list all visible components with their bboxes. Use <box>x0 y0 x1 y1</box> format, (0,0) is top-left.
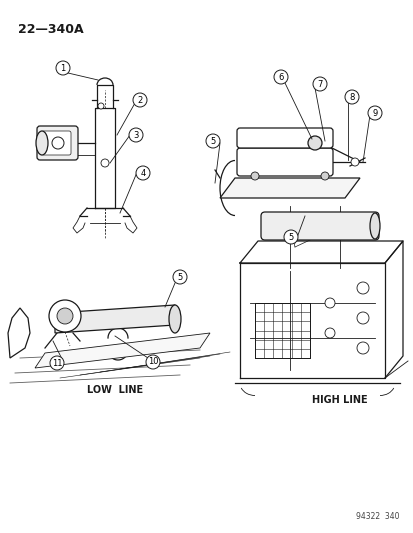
Polygon shape <box>219 178 359 198</box>
Circle shape <box>173 270 187 284</box>
Ellipse shape <box>369 213 379 239</box>
Circle shape <box>49 300 81 332</box>
Text: 11: 11 <box>52 359 62 367</box>
Circle shape <box>101 159 109 167</box>
Text: LOW  LINE: LOW LINE <box>87 385 143 395</box>
Circle shape <box>344 90 358 104</box>
Text: 5: 5 <box>177 272 182 281</box>
FancyBboxPatch shape <box>236 148 332 176</box>
Circle shape <box>57 308 73 324</box>
Text: 3: 3 <box>133 131 138 140</box>
Circle shape <box>324 328 334 338</box>
Circle shape <box>250 172 259 180</box>
Circle shape <box>356 342 368 354</box>
Text: 5: 5 <box>210 136 215 146</box>
Circle shape <box>312 77 326 91</box>
Circle shape <box>324 298 334 308</box>
Circle shape <box>133 93 147 107</box>
Circle shape <box>367 106 381 120</box>
Text: 6: 6 <box>278 72 283 82</box>
Circle shape <box>50 356 64 370</box>
Circle shape <box>273 70 287 84</box>
Circle shape <box>350 158 358 166</box>
FancyBboxPatch shape <box>37 126 78 160</box>
Text: 22—340A: 22—340A <box>18 23 83 36</box>
Circle shape <box>129 128 142 142</box>
FancyBboxPatch shape <box>236 128 332 148</box>
Text: 1: 1 <box>60 63 66 72</box>
Text: 9: 9 <box>371 109 377 117</box>
Text: 8: 8 <box>349 93 354 101</box>
Text: HIGH LINE: HIGH LINE <box>311 395 367 405</box>
Text: 7: 7 <box>316 79 322 88</box>
Polygon shape <box>35 333 209 368</box>
Circle shape <box>136 166 150 180</box>
Text: 10: 10 <box>147 358 158 367</box>
FancyBboxPatch shape <box>260 212 378 240</box>
Text: 5: 5 <box>288 232 293 241</box>
Polygon shape <box>8 308 30 358</box>
Circle shape <box>206 134 219 148</box>
Circle shape <box>52 137 64 149</box>
Circle shape <box>356 312 368 324</box>
Polygon shape <box>55 305 175 333</box>
Ellipse shape <box>36 131 48 155</box>
Circle shape <box>283 230 297 244</box>
Circle shape <box>146 355 159 369</box>
Text: 94322  340: 94322 340 <box>356 512 399 521</box>
Circle shape <box>56 61 70 75</box>
Circle shape <box>320 172 328 180</box>
Circle shape <box>98 103 104 109</box>
FancyBboxPatch shape <box>42 131 71 155</box>
Text: 4: 4 <box>140 168 145 177</box>
Circle shape <box>356 282 368 294</box>
Circle shape <box>307 136 321 150</box>
Ellipse shape <box>169 305 180 333</box>
Text: 2: 2 <box>137 95 142 104</box>
